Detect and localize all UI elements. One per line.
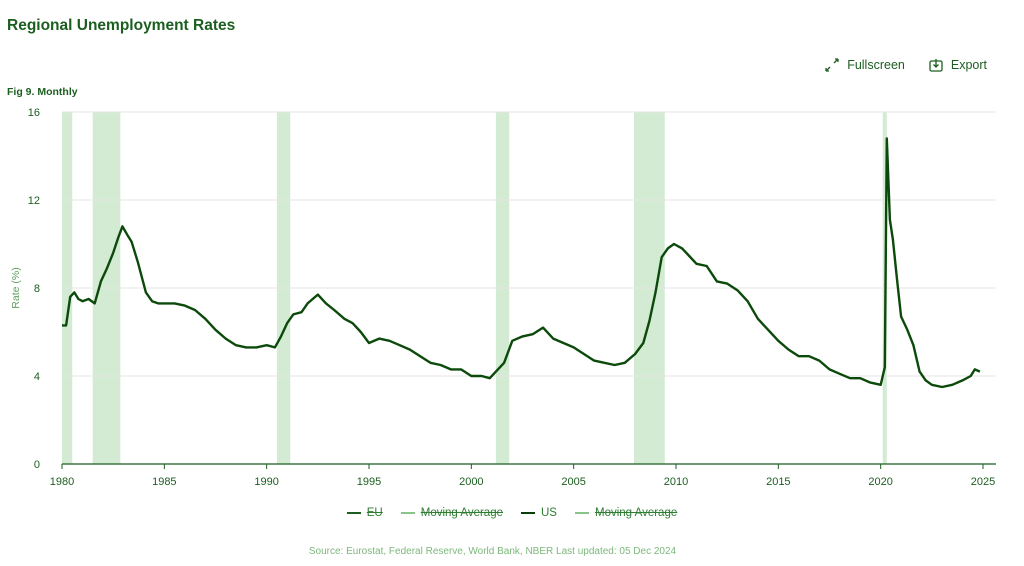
x-tick-label: 1990: [254, 476, 278, 488]
grid-lines: [62, 111, 996, 377]
legend-swatch: [521, 512, 535, 514]
x-tick-label: 2015: [766, 476, 790, 488]
legend-label: EU: [366, 507, 383, 519]
source-note: Source: Eurostat, Federal Reserve, World…: [308, 546, 677, 557]
y-tick-label: 8: [34, 283, 40, 295]
x-tick-label: 1995: [357, 476, 381, 488]
y-tick-label: 4: [34, 371, 40, 383]
legend-label: Moving Average: [420, 507, 503, 519]
y-tick-label: 16: [28, 107, 40, 119]
legend-label: US: [541, 507, 557, 519]
series-line-us: [62, 137, 981, 389]
legend-label: Moving Average: [594, 507, 678, 519]
series-lines: [62, 137, 981, 389]
legend-item-us-moving-average[interactable]: Moving Average: [574, 507, 678, 519]
legend-item-eu[interactable]: EU: [346, 507, 383, 519]
y-tick-label: 0: [34, 459, 40, 471]
legend-swatch: [346, 512, 361, 514]
chart-toolbar: Fullscreen Export: [825, 58, 987, 72]
export-button[interactable]: Export: [929, 58, 987, 72]
fullscreen-label: Fullscreen: [847, 58, 905, 72]
expand-icon: [825, 58, 839, 72]
page-title: Regional Unemployment Rates: [7, 17, 236, 34]
legend-swatch: [574, 512, 589, 514]
legend-item-us[interactable]: US: [521, 507, 557, 519]
download-icon: [929, 59, 943, 72]
export-label: Export: [950, 58, 987, 72]
legend-swatch: [400, 512, 415, 514]
figure-subtitle: Fig 9. Monthly: [7, 86, 78, 98]
x-tick-label: 1985: [152, 476, 176, 488]
x-tick-label: 2025: [971, 476, 995, 488]
fullscreen-button[interactable]: Fullscreen: [825, 58, 905, 72]
y-axis-label: Rate (%): [10, 267, 22, 308]
chart-legend: EU Moving Average US Moving Average: [0, 507, 1024, 519]
line-chart: 0 4 8 12 16 1980 1985 1990 1995 2000 2005 2010 2015 2…: [10, 107, 996, 488]
x-tick-label: 2005: [561, 476, 585, 488]
x-tick-label: 2000: [459, 476, 483, 488]
x-tick-label: 2010: [664, 476, 688, 488]
y-tick-label: 12: [28, 195, 40, 207]
axes: 0 4 8 12 16 1980 1985 1990 1995 2000 2005 2010 2015 2…: [28, 107, 996, 488]
x-tick-label: 2020: [868, 476, 892, 488]
legend-item-eu-moving-average[interactable]: Moving Average: [400, 507, 503, 519]
x-tick-label: 1980: [50, 476, 74, 488]
